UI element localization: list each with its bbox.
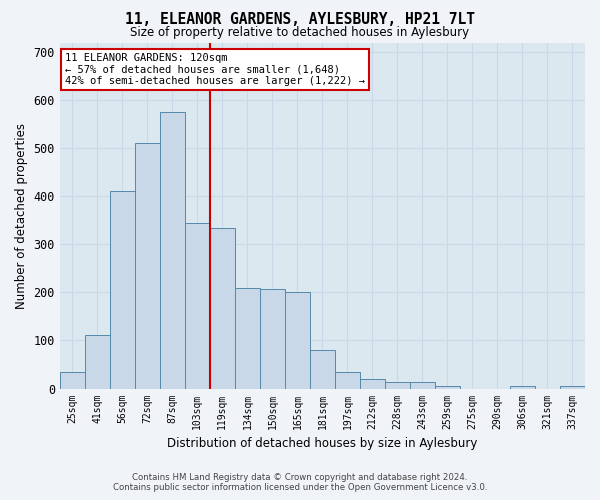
Bar [260,289,285,388]
Bar [135,144,160,388]
Bar [210,228,235,388]
Bar [60,372,85,388]
Text: Size of property relative to detached houses in Aylesbury: Size of property relative to detached ho… [130,26,470,39]
Bar [335,372,360,388]
Bar [285,292,310,388]
Bar [185,222,210,388]
Text: Contains HM Land Registry data © Crown copyright and database right 2024.
Contai: Contains HM Land Registry data © Crown c… [113,473,487,492]
Bar [560,386,585,388]
Bar [235,288,260,388]
Bar [110,192,135,388]
Bar [360,379,385,388]
Bar [160,112,185,388]
Text: 11, ELEANOR GARDENS, AYLESBURY, HP21 7LT: 11, ELEANOR GARDENS, AYLESBURY, HP21 7LT [125,12,475,28]
Bar [435,386,460,388]
Bar [310,350,335,389]
X-axis label: Distribution of detached houses by size in Aylesbury: Distribution of detached houses by size … [167,437,478,450]
Bar [85,334,110,388]
Text: 11 ELEANOR GARDENS: 120sqm
← 57% of detached houses are smaller (1,648)
42% of s: 11 ELEANOR GARDENS: 120sqm ← 57% of deta… [65,53,365,86]
Bar [510,386,535,388]
Bar [410,382,435,388]
Y-axis label: Number of detached properties: Number of detached properties [15,122,28,308]
Bar [385,382,410,388]
